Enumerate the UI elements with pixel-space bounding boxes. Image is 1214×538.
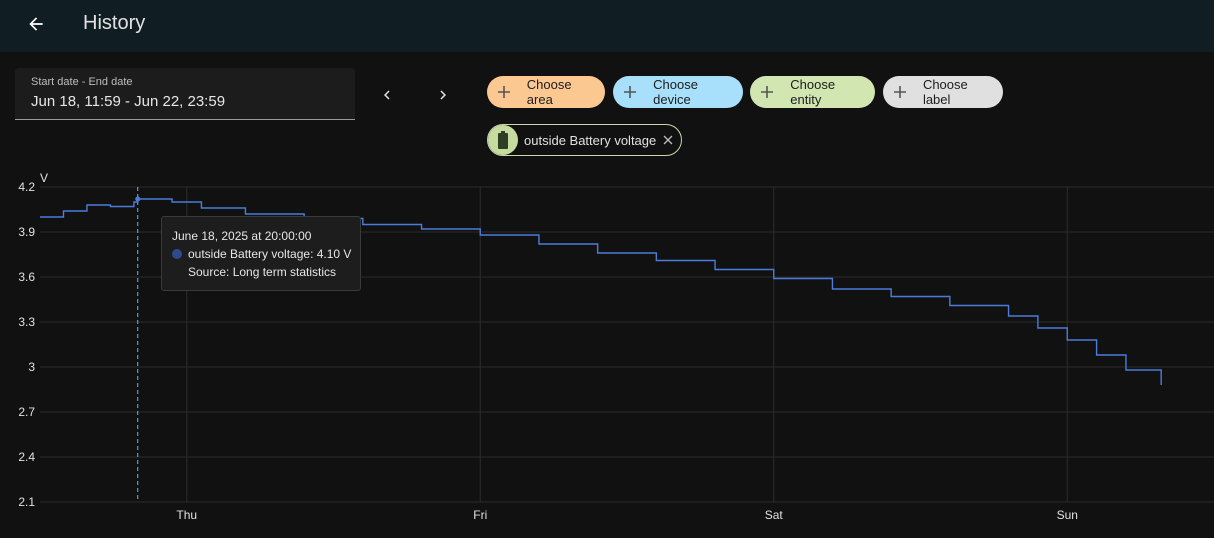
y-tick-label: 2.1 — [18, 495, 35, 509]
chip-label: Choose label — [923, 77, 991, 107]
plus-icon — [621, 82, 639, 102]
plus-icon — [758, 82, 776, 102]
y-tick-label: 3.6 — [18, 270, 35, 284]
x-tick-label: Sat — [765, 508, 784, 522]
y-tick-label: 4.2 — [18, 180, 35, 194]
chip-label: Choose area — [527, 77, 593, 107]
close-icon[interactable] — [661, 133, 675, 147]
chart-tooltip: June 18, 2025 at 20:00:00 outside Batter… — [161, 216, 361, 291]
y-tick-label: 3 — [28, 360, 35, 374]
battery-icon — [488, 125, 518, 155]
y-tick-label: 3.9 — [18, 225, 35, 239]
chevron-right-icon — [434, 86, 452, 104]
y-tick-label: 3.3 — [18, 315, 35, 329]
x-tick-label: Fri — [473, 508, 487, 522]
x-tick-label: Sun — [1057, 508, 1078, 522]
choose-device-chip[interactable]: Choose device — [613, 76, 743, 108]
previous-period-button[interactable] — [372, 80, 402, 110]
choose-label-chip[interactable]: Choose label — [883, 76, 1003, 108]
date-range-label: Start date - End date — [31, 76, 133, 88]
next-period-button[interactable] — [428, 80, 458, 110]
selected-entity-chip[interactable]: outside Battery voltage — [487, 124, 682, 156]
choose-area-chip[interactable]: Choose area — [487, 76, 605, 108]
arrow-left-icon — [26, 14, 46, 34]
y-tick-label: 2.7 — [18, 405, 35, 419]
selected-entity-label: outside Battery voltage — [524, 133, 656, 148]
back-button[interactable] — [20, 8, 52, 40]
date-range-value: Jun 18, 11:59 - Jun 22, 23:59 — [31, 93, 225, 110]
page-title: History — [83, 12, 145, 35]
plus-icon — [495, 82, 513, 102]
tooltip-value: outside Battery voltage: 4.10 V — [188, 247, 351, 261]
date-range-picker[interactable]: Start date - End date Jun 18, 11:59 - Ju… — [15, 68, 355, 120]
x-tick-label: Thu — [176, 508, 197, 522]
plus-icon — [891, 82, 909, 102]
y-tick-label: 2.4 — [18, 450, 35, 464]
top-app-bar: History — [0, 0, 1214, 52]
chevron-left-icon — [378, 86, 396, 104]
cursor-data-point — [135, 197, 140, 202]
chip-label: Choose device — [653, 77, 731, 107]
tooltip-title: June 18, 2025 at 20:00:00 — [172, 229, 311, 243]
choose-entity-chip[interactable]: Choose entity — [750, 76, 875, 108]
series-color-dot — [172, 249, 182, 259]
tooltip-source: Source: Long term statistics — [188, 265, 336, 279]
y-axis-unit-label: V — [40, 171, 48, 185]
chip-label: Choose entity — [790, 77, 863, 107]
